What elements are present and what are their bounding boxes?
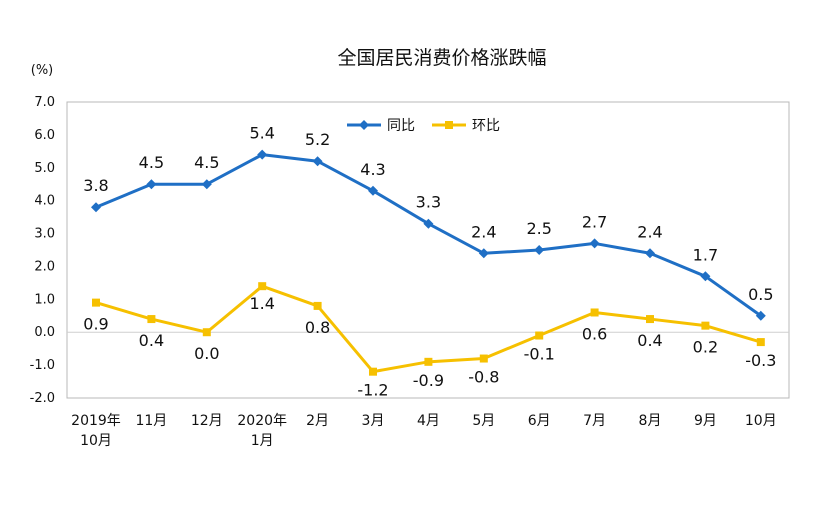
data-label: 5.4 [249,124,274,143]
x-axis: 2019年 10月 11月 12月 2020年 1月 2月 3月 4月 5月 6月 7月 8月 9月 10月 [71,413,777,449]
y-tick-label: -2.0 [30,391,55,406]
data-label: 3.3 [416,193,441,212]
data-point-marker [258,282,267,291]
data-label: 0.9 [83,315,108,334]
x-tick-label: 10月 [80,433,112,449]
data-label: 0.4 [139,331,164,350]
data-labels-layer: 3.8 4.5 4.5 5.4 5.2 4.3 3.3 2.4 2.5 2.7 2.4 1.7 0.5 0… [83,124,776,400]
data-point-marker [756,338,765,347]
data-label: 0.4 [637,331,662,350]
legend-label: 同比 [387,118,415,134]
x-tick-label: 7月 [583,413,606,429]
data-label: 0.6 [582,324,607,343]
data-label: -0.8 [468,368,499,387]
y-tick-label: 6.0 [34,128,55,143]
data-point-marker [201,179,212,190]
data-label: 2.7 [582,212,607,231]
data-label: 4.3 [360,160,385,179]
x-tick-label: 12月 [191,413,223,429]
data-label: 2.5 [526,219,551,238]
data-point-marker [368,185,378,196]
data-label: -0.9 [413,371,444,390]
data-label: 0.0 [194,344,219,363]
x-tick-label: 3月 [362,413,385,429]
data-label: -0.1 [524,345,555,364]
y-axis: 7.0 6.0 5.0 4.0 3.0 2.0 1.0 0.0 -1.0 -2.0 [30,95,55,406]
data-point-marker [313,301,322,310]
data-label: 2.4 [471,222,496,241]
data-point-marker [257,149,268,160]
plot-area-frame [66,101,790,399]
y-tick-label: 7.0 [34,95,55,110]
data-point-marker [701,321,710,330]
x-tick-label: 2019年 [71,413,121,429]
data-point-marker [590,308,599,317]
y-tick-label: 5.0 [34,161,55,176]
data-label: -1.2 [357,381,388,400]
data-label: 0.5 [748,285,773,304]
data-point-marker [534,245,545,255]
data-point-marker [146,179,157,190]
y-axis-unit-label: (%) [31,63,54,78]
data-point-marker [147,315,156,324]
y-tick-label: 1.0 [34,292,55,307]
legend-marker [359,120,369,130]
data-label: 4.5 [139,153,164,172]
x-tick-label: 2月 [306,413,329,429]
series-layer [91,149,766,376]
data-label: 1.4 [249,294,274,313]
data-point-marker [700,271,711,282]
y-tick-label: 3.0 [34,227,55,242]
data-point-marker [535,331,544,340]
data-label: 0.8 [305,318,330,337]
data-label: -0.3 [745,351,776,370]
data-point-marker [424,357,433,366]
x-tick-label: 8月 [639,413,662,429]
x-tick-label: 4月 [417,413,440,429]
y-tick-label: 4.0 [34,194,55,209]
data-point-marker [645,248,655,259]
data-label: 4.5 [194,153,219,172]
data-label: 5.2 [305,130,330,149]
x-tick-label: 11月 [135,413,167,429]
x-tick-label: 1月 [251,433,274,449]
data-point-marker [369,367,377,376]
data-point-marker [479,354,488,363]
legend-label: 环比 [472,118,500,134]
x-tick-label: 2020年 [237,413,287,429]
data-label: 2.4 [637,222,662,241]
y-tick-label: -1.0 [30,358,55,373]
legend-marker [445,121,453,129]
chart-title: 全国居民消费价格涨跌幅 [337,47,546,69]
data-point-marker [312,156,323,167]
data-point-marker [589,238,600,249]
data-point-marker [91,202,101,213]
legend: 同比 环比 [347,118,500,134]
x-tick-label: 10月 [745,413,777,429]
y-tick-label: 0.0 [34,325,55,340]
x-tick-label: 9月 [694,413,717,429]
data-point-marker [202,328,211,337]
data-point-marker [92,298,100,307]
x-tick-label: 5月 [472,413,495,429]
data-label: 3.8 [83,176,108,195]
data-label: 0.2 [693,338,718,357]
data-point-marker [646,315,654,324]
data-point-marker [755,310,766,321]
data-label: 1.7 [693,245,718,264]
x-tick-label: 6月 [528,413,551,429]
y-tick-label: 2.0 [34,259,55,274]
data-point-marker [478,248,489,259]
data-point-marker [423,218,434,229]
